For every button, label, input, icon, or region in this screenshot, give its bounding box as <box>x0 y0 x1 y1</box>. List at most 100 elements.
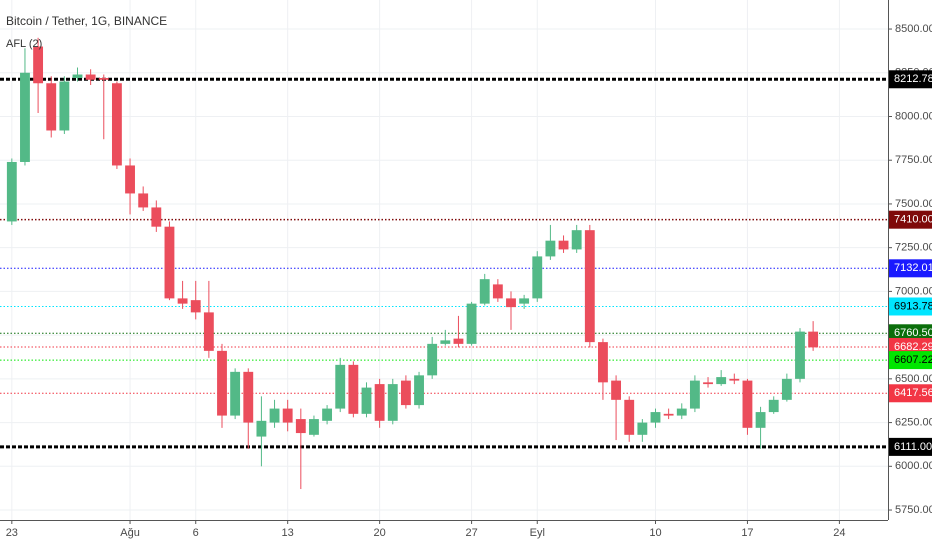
candle-body <box>729 378 740 381</box>
candle-body <box>256 420 267 437</box>
candle-body <box>808 331 819 348</box>
candle-body <box>348 364 359 414</box>
candle-body <box>295 419 306 434</box>
candle-body <box>532 256 543 299</box>
candle-body <box>230 371 241 416</box>
candle-body <box>742 380 753 428</box>
x-tick-label: 27 <box>465 527 477 539</box>
level-price-box <box>889 384 932 403</box>
candle-body <box>203 312 214 351</box>
candle-body <box>190 300 201 313</box>
candle-body <box>795 331 805 379</box>
x-tick-label: 17 <box>741 527 753 539</box>
candle-body <box>177 298 188 304</box>
candle-body <box>440 340 451 344</box>
candle-body <box>781 378 792 400</box>
x-tick-label: 13 <box>282 527 294 539</box>
level-price-label: 6607.22 <box>894 354 932 366</box>
level-price-label: 6913.78 <box>894 300 932 312</box>
candle-body <box>138 193 149 208</box>
candle-body <box>72 74 83 79</box>
candle-body <box>85 74 96 80</box>
candle-body <box>624 399 635 435</box>
x-tick-label: 24 <box>833 527 845 539</box>
axes: 5750.006000.006250.006500.006750.007000.… <box>6 23 932 539</box>
candle-body <box>322 408 333 421</box>
candle-body <box>46 83 57 131</box>
level-price-box <box>889 210 932 229</box>
candle-body <box>98 78 109 80</box>
candle-body <box>453 338 464 344</box>
y-tick-label: 7500.00 <box>895 198 932 210</box>
candle-body <box>282 408 293 423</box>
candle-body <box>217 350 227 416</box>
level-price-box <box>889 70 932 89</box>
candle-body <box>755 412 766 428</box>
level-price-box <box>889 259 932 278</box>
level-price-box <box>889 297 932 316</box>
candle-body <box>125 165 135 194</box>
candle-body <box>414 375 424 406</box>
candle-body <box>676 408 687 416</box>
candle-body <box>571 230 582 250</box>
candle-body <box>111 83 122 166</box>
x-tick-label: 6 <box>193 527 199 539</box>
candle-body <box>243 371 254 423</box>
candles <box>6 37 819 490</box>
candle-body <box>6 161 17 222</box>
y-tick-label: 8000.00 <box>895 110 932 122</box>
candle-body <box>611 380 622 400</box>
level-price-label: 6682.29 <box>894 341 932 353</box>
candle-body <box>768 399 779 413</box>
candle-body <box>479 279 490 304</box>
candle-body <box>545 240 556 257</box>
candle-body <box>689 380 700 409</box>
candle-body <box>427 343 438 376</box>
candle-body <box>20 72 30 162</box>
indicator-label: AFL (2) <box>6 38 42 50</box>
candle-body <box>164 226 175 299</box>
candle-body <box>650 412 661 423</box>
y-tick-label: 8500.00 <box>895 23 932 35</box>
level-price-label: 6417.56 <box>894 387 932 399</box>
candle-body <box>33 46 44 84</box>
candle-body <box>151 207 162 227</box>
candle-body <box>335 364 346 409</box>
candle-body <box>584 230 595 343</box>
level-price-label: 6760.50 <box>894 327 932 339</box>
candle-body <box>59 81 70 131</box>
y-tick-label: 7250.00 <box>895 242 932 254</box>
candle-body <box>387 384 398 421</box>
candle-body <box>374 384 385 421</box>
chart-title: Bitcoin / Tether, 1G, BINANCE <box>6 14 167 28</box>
candle-body <box>492 284 503 299</box>
y-tick-label: 7750.00 <box>895 154 932 166</box>
y-tick-label: 5750.00 <box>895 504 932 516</box>
x-tick-label: Ağu <box>120 527 140 539</box>
level-price-label: 7410.00 <box>894 214 932 226</box>
candle-body <box>466 303 477 344</box>
candle-body <box>361 387 372 414</box>
candle-body <box>269 408 280 423</box>
candle-body <box>663 413 674 416</box>
y-tick-label: 7000.00 <box>895 285 932 297</box>
candle-body <box>716 377 727 385</box>
y-tick-label: 6250.00 <box>895 416 932 428</box>
candle-body <box>309 419 319 435</box>
y-tick-label: 6500.00 <box>895 373 932 385</box>
level-price-box <box>889 324 932 343</box>
x-tick-label: 23 <box>6 527 18 539</box>
grid <box>0 0 888 520</box>
x-tick-label: Eyl <box>530 527 545 539</box>
candle-body <box>703 382 713 385</box>
candle-body <box>598 342 608 383</box>
candle-body <box>637 422 648 435</box>
y-tick-label: 6000.00 <box>895 460 932 472</box>
level-price-label: 6111.00 <box>894 441 932 453</box>
candle-body <box>506 298 516 308</box>
levels <box>0 77 888 449</box>
candle-body <box>558 240 569 250</box>
level-price-label: 7132.01 <box>894 262 932 274</box>
